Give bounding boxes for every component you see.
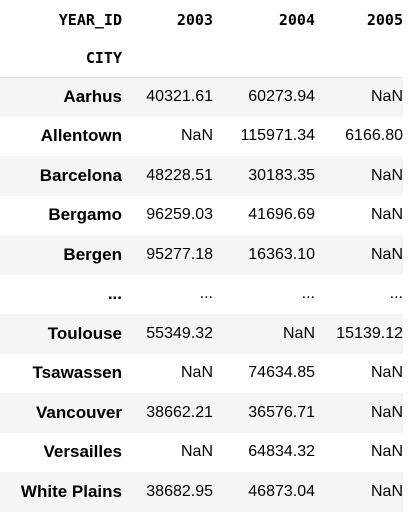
table-cell: 95277.18 (146, 245, 213, 263)
table-cell: 48228.51 (146, 166, 213, 184)
table-cell: ... (301, 285, 315, 303)
table-row: Allentown NaN 115971.34 6166.80 (0, 117, 403, 157)
empty-header-cell (315, 39, 403, 77)
header-row-index-name: CITY (0, 39, 403, 77)
row-index-label: White Plains (20, 481, 122, 501)
column-header: 2004 (278, 10, 315, 29)
row-index-label: Bergen (63, 244, 122, 264)
column-header: 2003 (176, 10, 213, 29)
column-header: 2005 (366, 10, 403, 29)
table-cell: NaN (370, 443, 403, 461)
table-row: Bergen 95277.18 16363.10 NaN (0, 235, 403, 275)
dataframe-table: YEAR_ID 2003 2004 2005 CITY Aarhus 40321… (0, 0, 403, 512)
table-row: Aarhus 40321.61 60273.94 NaN (0, 77, 403, 117)
table-cell: 30183.35 (248, 166, 315, 184)
table-row: Toulouse 55349.32 NaN 15139.12 (0, 314, 403, 354)
table-cell: NaN (180, 364, 213, 382)
row-index-label: Bergamo (48, 205, 122, 225)
table-cell: 55349.32 (146, 324, 213, 342)
table-cell: ... (389, 285, 403, 303)
row-index-label: Tsawassen (32, 363, 122, 383)
table-row: Versailles NaN 64834.32 NaN (0, 433, 403, 473)
table-cell: 115971.34 (240, 127, 315, 145)
table-cell: NaN (370, 403, 403, 421)
table-row: Bergamo 96259.03 41696.69 NaN (0, 196, 403, 236)
row-index-label: Aarhus (63, 87, 122, 106)
table-cell: NaN (370, 206, 403, 224)
table-cell: NaN (370, 88, 403, 105)
table-row: White Plains 38682.95 46873.04 NaN (0, 472, 403, 512)
table-row-ellipsis: ... ... ... ... (0, 275, 403, 315)
table-cell: NaN (180, 443, 213, 461)
table-cell: 60273.94 (248, 88, 315, 105)
header-row-columns: YEAR_ID 2003 2004 2005 (0, 0, 403, 39)
table-cell: 38682.95 (146, 482, 213, 500)
table-cell: 64834.32 (248, 443, 315, 461)
row-index-label: Toulouse (47, 323, 122, 343)
empty-header-cell (122, 39, 213, 77)
table-cell: 96259.03 (146, 206, 213, 224)
table-cell: 15139.12 (336, 324, 403, 342)
table-cell: NaN (180, 127, 213, 145)
table-cell: 16363.10 (248, 245, 315, 263)
table-cell: 40321.61 (146, 88, 213, 105)
table-cell: NaN (282, 324, 315, 342)
table-cell: 6166.80 (345, 127, 403, 145)
table-cell: 74634.85 (248, 364, 315, 382)
index-name-label: CITY (85, 48, 122, 67)
table-cell: NaN (370, 482, 403, 500)
columns-name-label: YEAR_ID (58, 10, 122, 29)
row-index-label: Allentown (40, 126, 122, 146)
row-index-label: ... (107, 284, 122, 304)
empty-header-cell (213, 39, 315, 77)
row-index-label: Versailles (43, 442, 122, 462)
table-cell: 41696.69 (248, 206, 315, 224)
table-row: Barcelona 48228.51 30183.35 NaN (0, 156, 403, 196)
table-cell: 46873.04 (248, 482, 315, 500)
table-row: Tsawassen NaN 74634.85 NaN (0, 354, 403, 394)
table-cell: NaN (370, 166, 403, 184)
row-index-label: Vancouver (36, 402, 122, 422)
table-cell: 36576.71 (248, 403, 315, 421)
row-index-label: Barcelona (39, 165, 122, 185)
table-cell: NaN (370, 245, 403, 263)
table-cell: ... (199, 285, 213, 303)
table-row: Vancouver 38662.21 36576.71 NaN (0, 393, 403, 433)
table-cell: 38662.21 (146, 403, 213, 421)
table-cell: NaN (370, 364, 403, 382)
